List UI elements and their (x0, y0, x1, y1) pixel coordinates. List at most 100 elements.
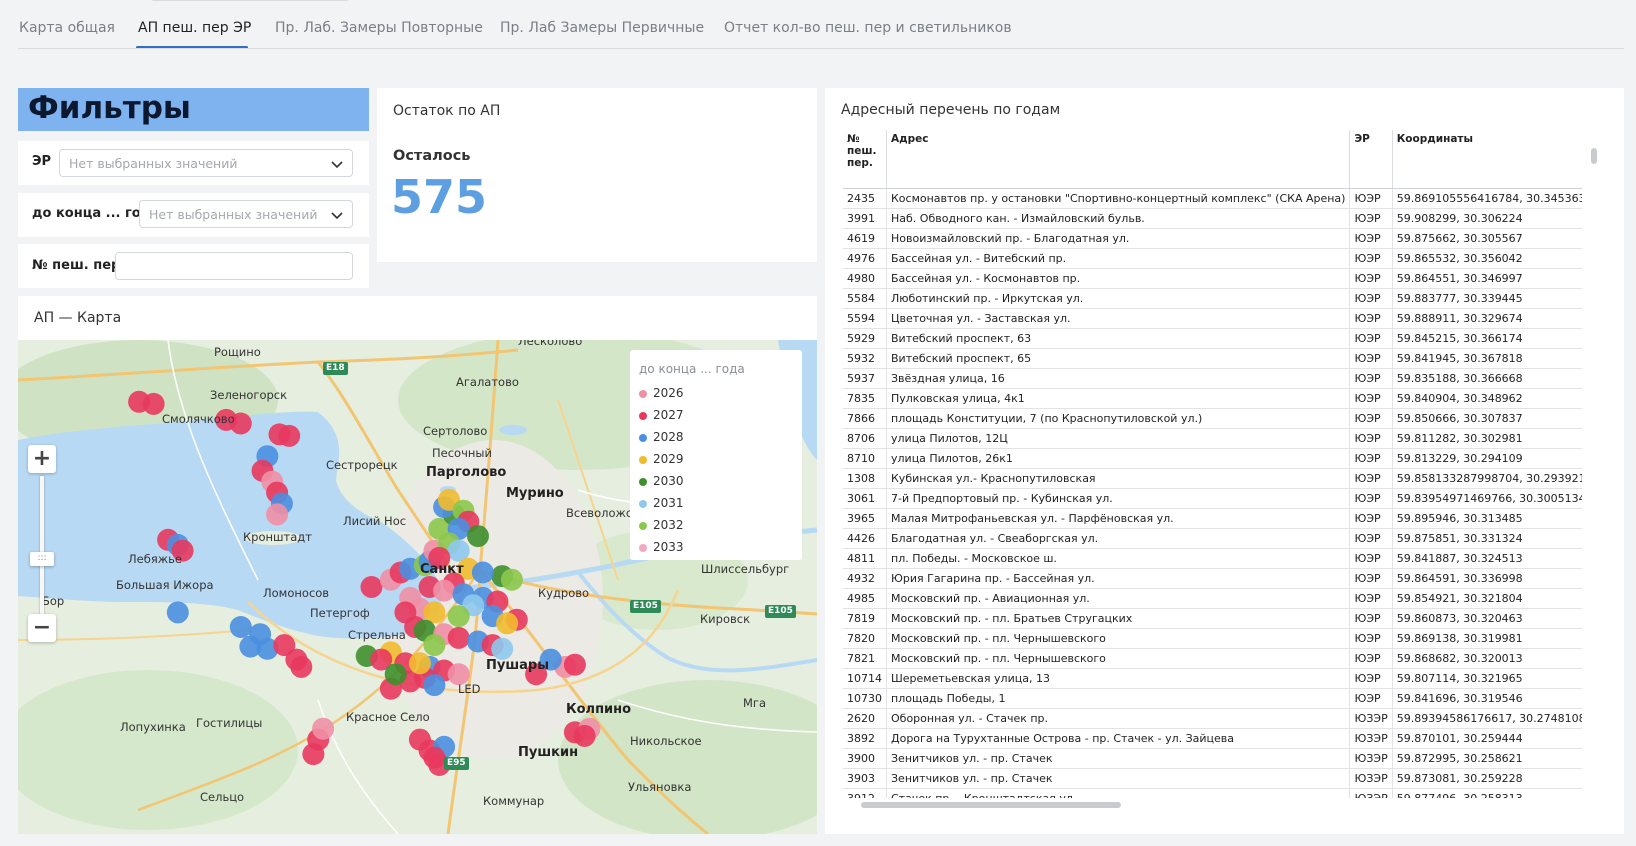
table-row[interactable]: 4619 Новоизмайловский пр. - Благодатная у… (843, 228, 1582, 249)
map-point[interactable] (273, 634, 296, 657)
zoom-in-button[interactable]: + (28, 445, 56, 473)
table-row[interactable]: 3903 Зенитчиков ул. - пр. Стачек ЮЗЭР 59.87… (843, 768, 1582, 789)
table-row[interactable]: 5594 Цветочная ул. - Заставская ул. ЮЭР 59.… (843, 308, 1582, 329)
map-point[interactable] (447, 539, 470, 562)
table-row[interactable]: 7835 Пулковская улица, 4к1 ЮЭР 59.840904, 3… (843, 388, 1582, 409)
map-point[interactable] (239, 635, 262, 658)
table-row[interactable]: 4985 Московский пр. - Авиационная ул. ЮЭР 5… (843, 588, 1582, 609)
map-point[interactable] (423, 634, 446, 657)
table-row[interactable]: 7819 Московский пр. - пл. Братьев Стругац… (843, 608, 1582, 629)
table-row[interactable]: 5584 Люботинский пр. - Иркутская ул. ЮЭР 59… (843, 288, 1582, 309)
map-point[interactable] (142, 392, 165, 415)
table-row[interactable]: 5937 Звёздная улица, 16 ЮЭР 59.835188, 30.3… (843, 368, 1582, 389)
table-row[interactable]: 1308 Кубинская ул.- Краснопутиловская ЮЭР 5… (843, 468, 1582, 489)
table-cell: Шереметьевская улица, 13 (886, 668, 1351, 689)
table-row[interactable]: 3991 Наб. Обводного кан. - Измайловский б… (843, 208, 1582, 229)
map-point[interactable] (229, 616, 252, 638)
table-horizontal-scrollbar[interactable] (853, 800, 1583, 810)
map-point[interactable] (166, 601, 189, 624)
map-point[interactable] (229, 412, 252, 435)
map-point[interactable] (467, 525, 489, 548)
tab-lab-pervichnye[interactable]: Пр. Лаб Замеры Первичные (500, 20, 705, 36)
table-row[interactable]: 3061 7-й Предпортовый пр. - Кубинская ул.… (843, 488, 1582, 509)
map-point[interactable] (171, 539, 194, 562)
map-point[interactable] (408, 652, 431, 675)
address-table-scroll[interactable]: № пеш. пер. Адрес ЭР Координаты 2435 Косм… (843, 130, 1582, 798)
tab-ap-pesh-per-er[interactable]: АП пеш. пер ЭР (138, 20, 252, 36)
zoom-out-button[interactable]: − (28, 614, 56, 642)
table-row[interactable]: 8710 улица Пилотов, 26к1 ЮЭР 59.813229, 30.… (843, 448, 1582, 469)
legend-item[interactable]: 2032 (639, 518, 684, 534)
table-row[interactable]: 3900 Зенитчиков ул. - пр. Стачек ЮЗЭР 59.87… (843, 748, 1582, 769)
map-point[interactable] (539, 648, 562, 671)
legend-item[interactable]: 2026 (639, 386, 684, 402)
table-row[interactable]: 4980 Бассейная ул. - Космонавтов пр. ЮЭР 59… (843, 268, 1582, 289)
filter-number-input[interactable] (115, 252, 353, 280)
zoom-slider-track[interactable] (40, 476, 44, 620)
map-point[interactable] (278, 424, 301, 447)
legend-item[interactable]: 2027 (639, 408, 684, 424)
table-vertical-scrollbar[interactable] (1588, 130, 1600, 800)
filter-year-select[interactable]: Нет выбранных значений (139, 200, 353, 228)
map-point[interactable] (447, 626, 470, 649)
legend-item[interactable]: 2028 (639, 430, 684, 446)
table-row[interactable]: 8706 улица Пилотов, 12Ц ЮЭР 59.811282, 30.3… (843, 428, 1582, 449)
ap-map[interactable]: Рощино Лесколово Зеленогорск Смолячково … (18, 340, 817, 834)
zoom-slider-handle[interactable]: ::: (30, 552, 54, 566)
map-point[interactable] (423, 601, 446, 624)
map-point[interactable] (491, 637, 514, 660)
table-row[interactable]: 10714 Шереметьевская улица, 13 ЮЭР 59.80711… (843, 668, 1582, 689)
table-row[interactable]: 4932 Юрия Гагарина пр. - Бассейная ул. ЮЭР… (843, 568, 1582, 589)
table-row[interactable]: 7866 площадь Конституции, 7 (по Краснопут… (843, 408, 1582, 429)
filters-title: Фильтры (28, 90, 191, 126)
map-point[interactable] (302, 743, 325, 766)
column-header[interactable]: Координаты (1392, 130, 1582, 189)
map-point[interactable] (525, 663, 548, 686)
table-row[interactable]: 4426 Благодатная ул. - Свеаборгская ул. ЮЭ… (843, 528, 1582, 549)
legend-item[interactable]: 2033 (639, 540, 684, 556)
table-row[interactable]: 10730 площадь Победы, 1 ЮЭР 59.841696, 30.3… (843, 688, 1582, 709)
legend-item[interactable]: 2029 (639, 452, 684, 468)
table-row[interactable]: 3965 Малая Митрофаньевская ул. - Парфёнов… (843, 508, 1582, 529)
table-row[interactable]: 3892 Дорога на Турухтанные Острова - пр. … (843, 728, 1582, 749)
map-point[interactable] (370, 648, 393, 671)
legend-item[interactable]: 2031 (639, 496, 684, 512)
map-point[interactable] (266, 503, 289, 526)
legend-item[interactable]: 2030 (639, 474, 684, 490)
column-header[interactable]: № пеш. пер. (843, 130, 887, 189)
table-cell: 59.845215, 30.366174 (1392, 328, 1582, 349)
map-point[interactable] (563, 653, 586, 676)
table-row[interactable]: 5929 Витебский проспект, 63 ЮЭР 59.845215, … (843, 328, 1582, 349)
scroll-thumb[interactable] (861, 802, 1121, 808)
table-row[interactable]: 4976 Бассейная ул. - Витебский пр. ЮЭР 59.8… (843, 248, 1582, 269)
map-point[interactable] (360, 576, 383, 598)
map-point[interactable] (471, 561, 494, 584)
tab-karta-obshaya[interactable]: Карта общая (19, 20, 115, 36)
map-point[interactable] (312, 717, 335, 740)
column-header[interactable]: ЭР (1349, 130, 1393, 189)
map-point[interactable] (290, 655, 313, 678)
tab-otchet[interactable]: Отчет кол-во пеш. пер и светильников (724, 20, 1012, 36)
map-point[interactable] (428, 546, 451, 569)
map-point[interactable] (573, 724, 596, 747)
table-row[interactable]: 2435 Космонавтов пр. у остановки "Спортив… (843, 188, 1582, 209)
map-point[interactable] (423, 674, 446, 697)
table-row[interactable]: 4811 пл. Победы. - Московское ш. ЮЭР 59.841… (843, 548, 1582, 569)
map-point[interactable] (256, 637, 279, 660)
map-point[interactable] (394, 601, 417, 624)
map-point[interactable] (447, 663, 470, 686)
scroll-thumb[interactable] (1591, 148, 1597, 164)
table-row[interactable]: 5932 Витебский проспект, 65 ЮЭР 59.841945, … (843, 348, 1582, 369)
map-point[interactable] (384, 663, 407, 686)
column-header[interactable]: Адрес (886, 130, 1351, 189)
table-row[interactable]: 7820 Московский пр. - пл. Чернышевского ЮЭ… (843, 628, 1582, 649)
table-row[interactable]: 7821 Московский пр. - пл. Чернышевского ЮЭ… (843, 648, 1582, 669)
map-point[interactable] (500, 568, 523, 591)
map-point[interactable] (447, 605, 470, 628)
map-point[interactable] (496, 612, 519, 635)
tab-lab-povtornye[interactable]: Пр. Лаб. Замеры Повторные (275, 20, 483, 36)
map-point[interactable] (433, 579, 456, 602)
table-row[interactable]: 2620 Оборонная ул. - Стачек пр. ЮЗЭР 59.893… (843, 708, 1582, 729)
filter-er-select[interactable]: Нет выбранных значений (59, 149, 353, 177)
table-row[interactable]: 3912 Стачек пр. - Кронштадтская ул. ЮЗЭР 59… (843, 788, 1582, 798)
